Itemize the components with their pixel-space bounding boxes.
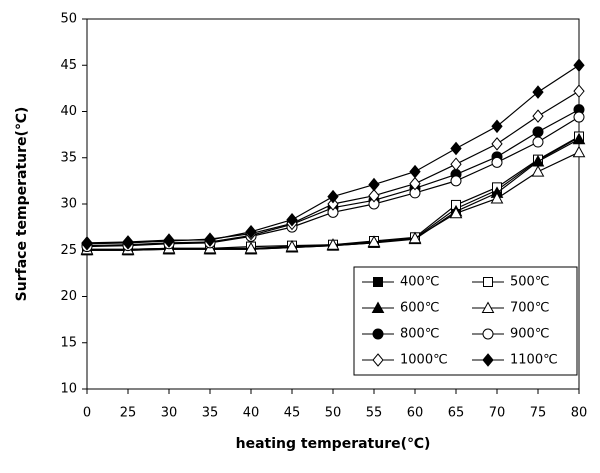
legend-label: 400℃ — [400, 275, 439, 290]
y-tick-label: 10 — [60, 382, 77, 397]
marker — [572, 132, 586, 145]
y-tick-label: 15 — [60, 335, 77, 350]
marker — [373, 277, 383, 287]
marker — [491, 137, 503, 151]
marker — [573, 58, 585, 73]
marker — [244, 241, 258, 254]
marker — [327, 189, 339, 204]
x-tick-label: 70 — [489, 406, 506, 421]
marker — [449, 206, 463, 219]
marker — [371, 301, 385, 313]
y-tick-label: 50 — [60, 12, 77, 27]
y-tick-label: 20 — [60, 289, 77, 304]
marker — [163, 233, 175, 247]
series-line — [86, 109, 580, 247]
x-tick-label: 40 — [243, 406, 260, 421]
y-tick-label: 45 — [60, 58, 77, 73]
x-tick-label: 50 — [325, 406, 342, 421]
marker — [481, 301, 495, 313]
marker — [483, 277, 493, 287]
marker — [450, 175, 462, 187]
x-tick-label: 55 — [366, 406, 383, 421]
y-tick-label: 25 — [60, 243, 77, 258]
marker — [450, 157, 462, 172]
y-tick-label: 30 — [60, 197, 77, 212]
marker — [326, 238, 340, 250]
marker — [368, 188, 380, 203]
legend-box — [353, 266, 578, 376]
x-axis-title: heating temperature(℃) — [236, 436, 431, 452]
marker — [408, 231, 422, 244]
marker — [531, 165, 545, 177]
series-line — [86, 90, 580, 245]
x-tick-label: 0 — [83, 406, 91, 421]
marker — [372, 353, 384, 367]
marker — [286, 212, 298, 227]
marker — [572, 145, 586, 158]
marker — [204, 233, 216, 247]
marker — [532, 126, 544, 138]
legend-label: 500℃ — [510, 275, 549, 290]
marker — [573, 111, 585, 123]
marker — [409, 164, 421, 179]
marker — [122, 235, 134, 249]
y-tick-label: 40 — [60, 104, 77, 119]
legend-label: 1100℃ — [510, 353, 558, 368]
legend-label: 1000℃ — [400, 353, 448, 368]
x-tick-label: 80 — [571, 406, 588, 421]
marker — [532, 136, 544, 148]
marker — [532, 109, 544, 123]
marker — [368, 177, 380, 192]
x-tick-label: 30 — [161, 406, 178, 421]
x-tick-label: 75 — [530, 406, 547, 421]
marker — [450, 141, 462, 156]
marker — [81, 236, 93, 250]
x-tick-label: 35 — [202, 406, 219, 421]
marker — [491, 119, 503, 134]
marker — [367, 235, 381, 247]
x-tick-label: 65 — [448, 406, 465, 421]
x-tick-label: 45 — [284, 406, 301, 421]
legend-label: 900℃ — [510, 327, 549, 342]
legend-label: 700℃ — [510, 301, 549, 316]
marker — [327, 197, 339, 211]
marker — [491, 156, 503, 168]
marker — [532, 85, 544, 99]
x-tick-label: 60 — [407, 406, 424, 421]
marker — [490, 191, 504, 204]
marker — [285, 240, 299, 252]
marker — [482, 328, 494, 340]
marker — [245, 224, 257, 239]
marker — [372, 328, 384, 340]
y-axis-title: Surface temperature(℃) — [14, 107, 30, 302]
y-tick-label: 35 — [60, 150, 77, 165]
marker — [482, 353, 494, 367]
legend-label: 800℃ — [400, 327, 439, 342]
marker — [573, 84, 585, 98]
x-tick-label: 25 — [120, 406, 137, 421]
legend-label: 600℃ — [400, 301, 439, 316]
marker — [409, 176, 421, 191]
